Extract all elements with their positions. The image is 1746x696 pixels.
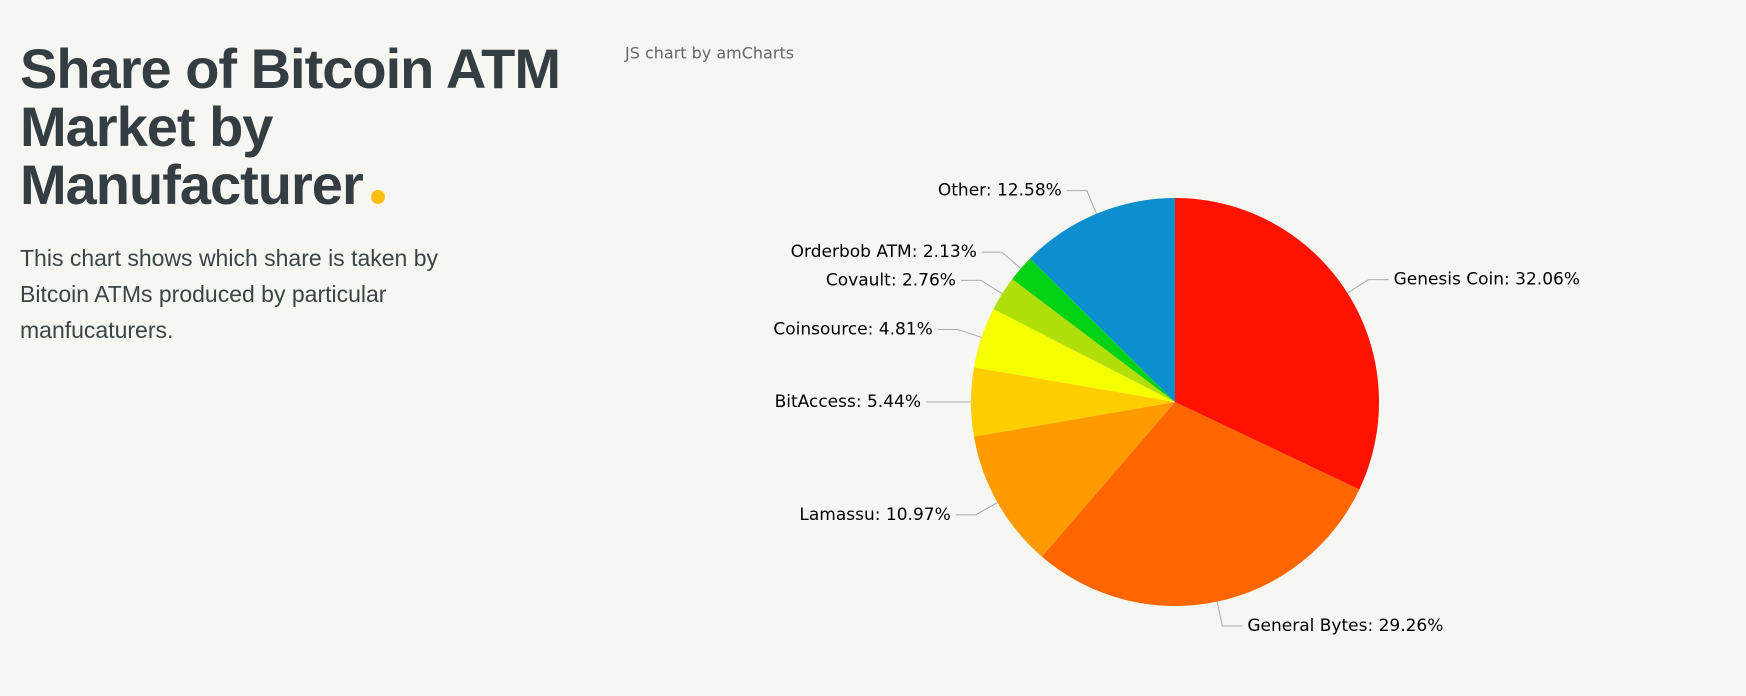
slice-label: Coinsource: 4.81% — [773, 319, 932, 339]
header: Share of Bitcoin ATM Market by Manufactu… — [20, 37, 561, 348]
slice-label: Covault: 2.76% — [826, 270, 956, 290]
slice-label: Lamassu: 10.97% — [799, 505, 950, 525]
pie-slice — [1041, 402, 1360, 607]
label-line — [960, 279, 1003, 295]
pie-slice — [973, 309, 1175, 402]
title-dot — [370, 190, 385, 204]
slice-label: Genesis Coin: 32.06% — [1394, 270, 1580, 290]
label-line — [981, 251, 1022, 269]
pie-slice — [993, 279, 1175, 402]
slice-label: Orderbob ATM: 2.13% — [791, 242, 977, 262]
pie-slice — [1030, 198, 1175, 402]
description: This chart shows which share is taken by… — [20, 245, 439, 343]
label-line — [1216, 601, 1243, 627]
slice-label: Other: 12.58% — [938, 181, 1062, 201]
label-line — [1347, 279, 1389, 294]
page-title: Share of Bitcoin ATM Market by Manufactu… — [20, 37, 561, 216]
page-title-block: Share of Bitcoin ATM Market by Manufactu… — [20, 37, 561, 216]
label-line — [955, 502, 998, 516]
label-line — [937, 328, 982, 338]
chart-credit[interactable]: JS chart by amCharts — [624, 44, 794, 63]
slice-label: BitAccess: 5.44% — [775, 392, 921, 412]
label-line — [1066, 190, 1097, 214]
slice-label: General Bytes: 29.26% — [1247, 616, 1443, 636]
pie-slice — [1175, 198, 1379, 490]
pie-slice — [1012, 258, 1175, 402]
pie-slice — [973, 402, 1175, 557]
pie-slice — [971, 367, 1175, 437]
